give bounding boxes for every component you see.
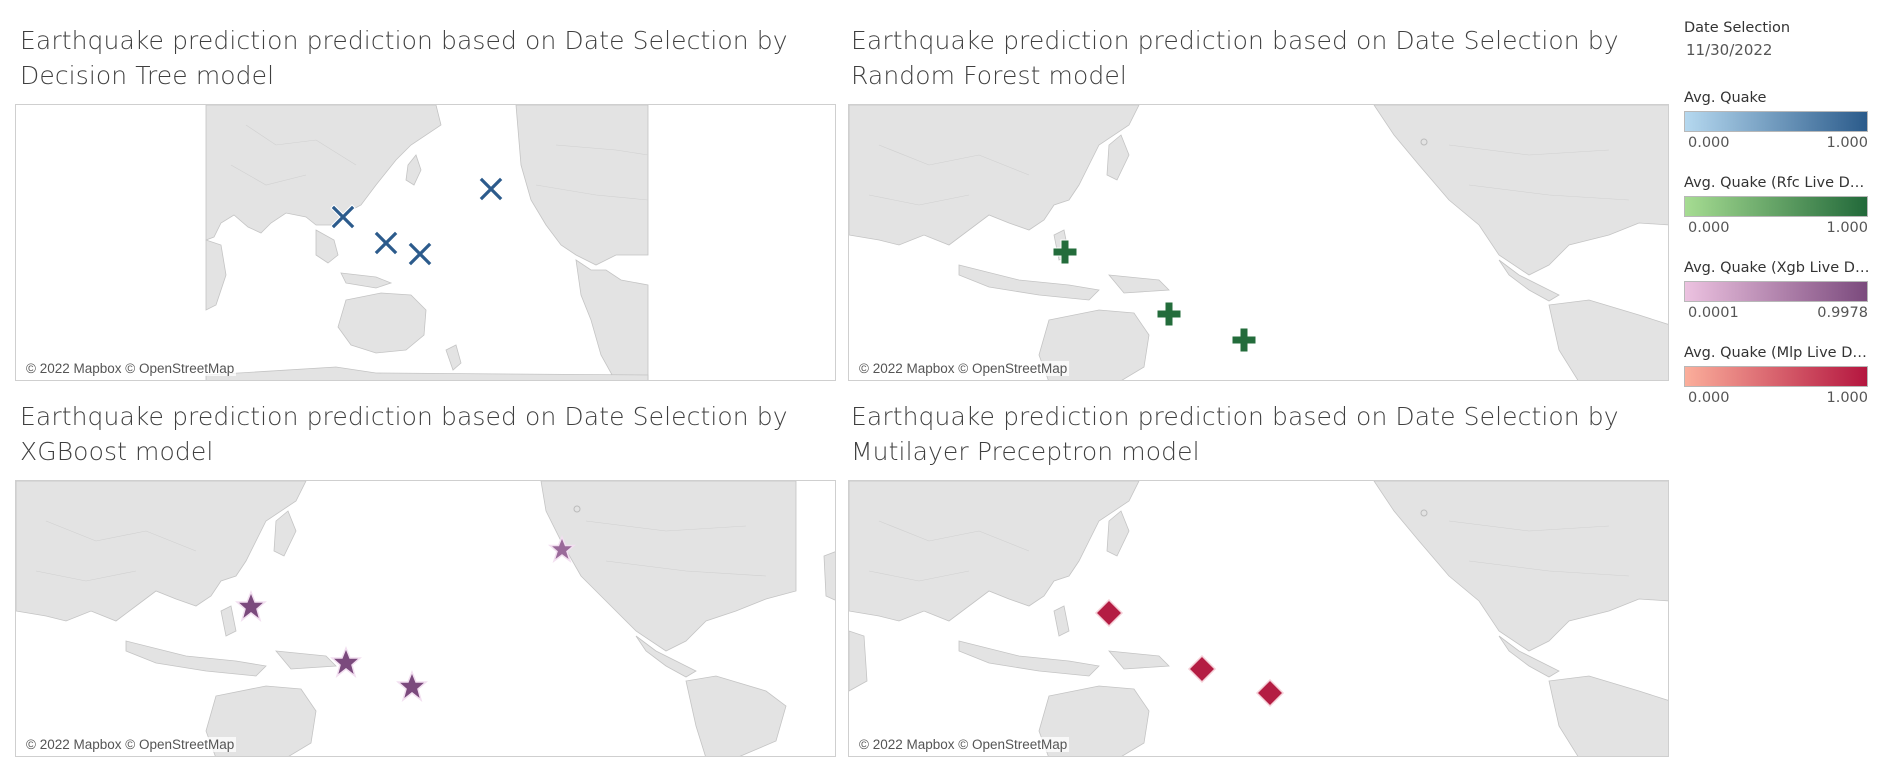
x-mark-icon[interactable] bbox=[330, 204, 356, 230]
marker-layer bbox=[1094, 598, 1285, 708]
map-canvas bbox=[849, 105, 1668, 380]
marker-layer bbox=[330, 176, 504, 267]
legend-max: 1.000 bbox=[1826, 390, 1868, 406]
legend-title: Avg. Quake bbox=[1684, 90, 1767, 106]
panel-title-line2: XGBoost model bbox=[20, 437, 214, 466]
legend-min: 0.000 bbox=[1688, 390, 1730, 406]
map-mlp[interactable]: © 2022 Mapbox © OpenStreetMap bbox=[848, 480, 1669, 757]
diamond-mark-icon[interactable] bbox=[1094, 598, 1124, 628]
star-mark-icon[interactable] bbox=[235, 589, 267, 622]
map-xgboost[interactable]: © 2022 Mapbox © OpenStreetMap bbox=[15, 480, 836, 757]
map-canvas bbox=[16, 481, 835, 756]
legend-avg-quake: Avg. Quake 0.000 1.000 bbox=[1684, 88, 1870, 151]
color-ramp bbox=[1684, 111, 1868, 132]
legend-max: 1.000 bbox=[1826, 220, 1868, 236]
map-attribution[interactable]: © 2022 Mapbox © OpenStreetMap bbox=[857, 737, 1070, 752]
map-attribution[interactable]: © 2022 Mapbox © OpenStreetMap bbox=[24, 361, 237, 376]
legend-min: 0.0001 bbox=[1688, 305, 1739, 321]
panel-title-line1: Earthquake prediction prediction based o… bbox=[851, 402, 1619, 431]
map-random-forest[interactable]: © 2022 Mapbox © OpenStreetMap bbox=[848, 104, 1669, 381]
marker-layer bbox=[235, 535, 577, 702]
x-mark-icon[interactable] bbox=[407, 241, 433, 267]
legend-avg-quake-rfc: Avg. Quake (Rfc Live Data.. 0.000 1.000 bbox=[1684, 173, 1870, 236]
diamond-mark-icon[interactable] bbox=[1255, 678, 1285, 708]
x-mark-icon[interactable] bbox=[478, 176, 504, 202]
panel-title-line2: Decision Tree model bbox=[20, 61, 275, 90]
date-filter-value[interactable]: 11/30/2022 bbox=[1686, 41, 1773, 59]
star-mark-icon[interactable] bbox=[547, 535, 577, 564]
plus-mark-icon[interactable] bbox=[1052, 239, 1078, 265]
map-decision-tree[interactable]: © 2022 Mapbox © OpenStreetMap bbox=[15, 104, 836, 381]
map-canvas bbox=[205, 105, 649, 380]
plus-mark-icon[interactable] bbox=[1156, 301, 1182, 327]
panel-title-line1: Earthquake prediction prediction based o… bbox=[20, 402, 788, 431]
panel-title-line2: Mutilayer Preceptron model bbox=[851, 437, 1200, 466]
panel-title-line2: Random Forest model bbox=[851, 61, 1127, 90]
marker-layer bbox=[1052, 239, 1257, 353]
legend-max: 1.000 bbox=[1826, 135, 1868, 151]
map-canvas bbox=[849, 481, 1668, 756]
legend-title: Avg. Quake (Xgb Live Dat.. bbox=[1684, 260, 1870, 276]
star-mark-icon[interactable] bbox=[396, 669, 428, 702]
panel-title-mlp: Earthquake prediction prediction based o… bbox=[851, 399, 1651, 469]
map-attribution[interactable]: © 2022 Mapbox © OpenStreetMap bbox=[24, 737, 237, 752]
map-attribution[interactable]: © 2022 Mapbox © OpenStreetMap bbox=[857, 361, 1070, 376]
legend-min: 0.000 bbox=[1688, 220, 1730, 236]
panel-title-line1: Earthquake prediction prediction based o… bbox=[20, 26, 788, 55]
star-mark-icon[interactable] bbox=[330, 645, 362, 678]
diamond-mark-icon[interactable] bbox=[1187, 654, 1217, 684]
color-ramp bbox=[1684, 366, 1868, 387]
legend-avg-quake-mlp: Avg. Quake (Mlp Live Dat.. 0.000 1.000 bbox=[1684, 343, 1870, 406]
legend-max: 0.9978 bbox=[1817, 305, 1868, 321]
legend-title: Avg. Quake (Mlp Live Dat.. bbox=[1684, 345, 1870, 361]
color-ramp bbox=[1684, 196, 1868, 217]
date-filter[interactable]: Date Selection 11/30/2022 bbox=[1684, 18, 1870, 61]
legend-avg-quake-xgb: Avg. Quake (Xgb Live Dat.. 0.0001 0.9978 bbox=[1684, 258, 1870, 321]
color-ramp bbox=[1684, 281, 1868, 302]
plus-mark-icon[interactable] bbox=[1231, 327, 1257, 353]
panel-title-xgboost: Earthquake prediction prediction based o… bbox=[20, 399, 820, 469]
x-mark-icon[interactable] bbox=[373, 230, 399, 256]
legend-title: Avg. Quake (Rfc Live Data.. bbox=[1684, 175, 1870, 191]
panel-title-decision-tree: Earthquake prediction prediction based o… bbox=[20, 23, 820, 93]
panel-title-line1: Earthquake prediction prediction based o… bbox=[851, 26, 1619, 55]
date-filter-title: Date Selection bbox=[1684, 20, 1791, 36]
panel-title-random-forest: Earthquake prediction prediction based o… bbox=[851, 23, 1651, 93]
legend-min: 0.000 bbox=[1688, 135, 1730, 151]
